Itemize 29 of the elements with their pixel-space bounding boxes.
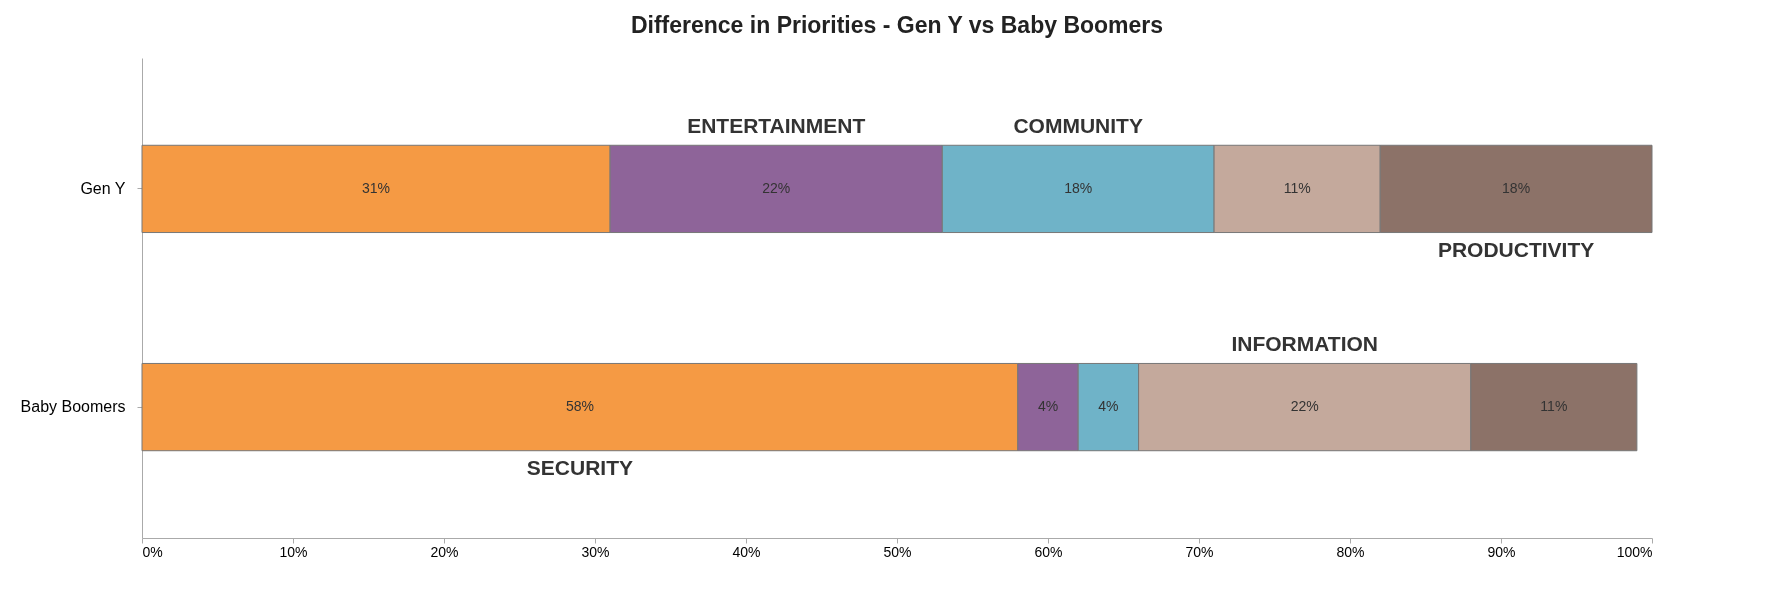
x-tick-label: 50%: [883, 543, 912, 560]
data-label: 31%: [362, 179, 391, 196]
data-label: 22%: [762, 179, 791, 196]
x-tick-label: 60%: [1034, 543, 1063, 560]
data-label: 18%: [1064, 179, 1093, 196]
chart-title: Difference in Priorities - Gen Y vs Baby Boomers: [630, 12, 1164, 38]
x-tick-label: 70%: [1185, 543, 1214, 560]
series-label: INFORMATION: [1231, 332, 1378, 356]
y-tick-label: Gen Y: [80, 179, 126, 197]
data-label: 11%: [1540, 398, 1568, 415]
y-tick-label: Baby Boomers: [20, 398, 126, 416]
x-tick-label: 30%: [581, 543, 610, 560]
data-label: 18%: [1502, 179, 1531, 196]
x-tick-label: 90%: [1487, 543, 1516, 560]
x-tick-label: 20%: [430, 543, 459, 560]
data-label: 4%: [1098, 398, 1119, 415]
x-tick-label: 10%: [279, 543, 308, 560]
data-label: 22%: [1290, 398, 1319, 415]
x-tick-label: 80%: [1336, 543, 1365, 560]
series-label: COMMUNITY: [1013, 113, 1143, 137]
x-tick-label: 100%: [1616, 543, 1653, 560]
series-label: SECURITY: [526, 456, 633, 480]
data-label: 58%: [565, 398, 594, 415]
series-label: ENTERTAINMENT: [687, 113, 866, 137]
series-label: PRODUCTIVITY: [1437, 237, 1595, 261]
x-tick-label: 40%: [732, 543, 761, 560]
data-label: 11%: [1283, 179, 1311, 196]
data-label: 4%: [1037, 398, 1059, 415]
x-tick-label: 0%: [142, 543, 163, 560]
